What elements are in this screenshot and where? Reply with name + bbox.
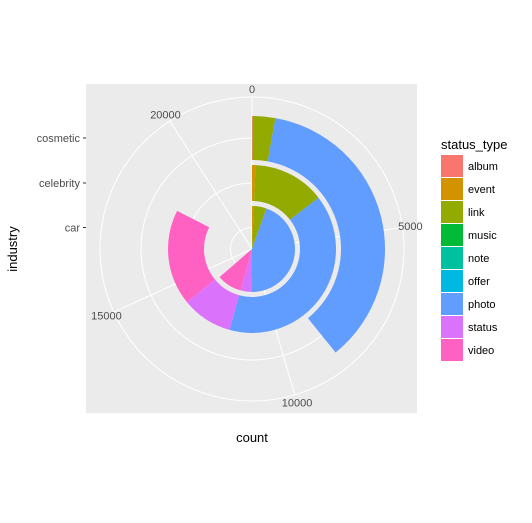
legend-key-event [441, 178, 463, 200]
legend-label-link: link [468, 207, 485, 219]
angular-tick-label-0: 0 [249, 84, 255, 96]
angular-tick-label-4: 20000 [150, 109, 181, 121]
bar-celebrity-photo [229, 197, 336, 333]
legend-key-video [441, 339, 463, 361]
angular-tick-label-2: 10000 [282, 398, 313, 410]
bar-car-status [240, 249, 252, 292]
legend-key-status [441, 316, 463, 338]
angular-tick-label-1: 5000 [398, 221, 422, 233]
y-axis-title: industry [5, 226, 20, 272]
bar-celebrity-status [186, 279, 240, 330]
legend-label-photo: photo [468, 299, 496, 311]
bar-car-event [252, 206, 254, 249]
bar-celebrity-video [167, 210, 215, 303]
bar-celebrity-link [254, 165, 319, 220]
legend: album event link music note offer photo status v… [441, 155, 498, 361]
radial-tick-label-1: celebrity [39, 178, 80, 190]
x-axis-title: count [236, 430, 268, 445]
radial-tick-label-2: cosmetic [37, 133, 81, 145]
legend-title: status_type [441, 137, 508, 152]
radial-tick-label-0: car [65, 223, 81, 235]
bar-cosmetic-photo [267, 118, 385, 353]
legend-label-status: status [468, 322, 498, 334]
angular-tick-label-3: 15000 [91, 310, 122, 322]
legend-label-music: music [468, 230, 497, 242]
legend-label-note: note [468, 253, 489, 265]
bar-cosmetic-link [252, 116, 276, 162]
legend-key-photo [441, 293, 463, 315]
legend-key-link [441, 201, 463, 223]
bar-celebrity-event [252, 165, 256, 202]
angle-ticks: 0 5000 10000 15000 20000 [91, 84, 422, 410]
radial-ticks: car celebrity cosmetic [37, 133, 86, 235]
bars [167, 116, 385, 353]
legend-label-offer: offer [468, 276, 490, 288]
legend-key-album [441, 155, 463, 177]
bar-car-video [219, 249, 252, 291]
grid-spoke-4 [169, 120, 253, 250]
bar-car-link [252, 206, 267, 249]
legend-key-music [441, 224, 463, 246]
bar-car-photo [252, 208, 296, 292]
bar-cosmetic-album [252, 116, 253, 161]
legend-key-offer [441, 270, 463, 292]
legend-key-note [441, 247, 463, 269]
legend-label-video: video [468, 345, 494, 357]
legend-label-event: event [468, 184, 495, 196]
legend-label-album: album [468, 161, 498, 173]
